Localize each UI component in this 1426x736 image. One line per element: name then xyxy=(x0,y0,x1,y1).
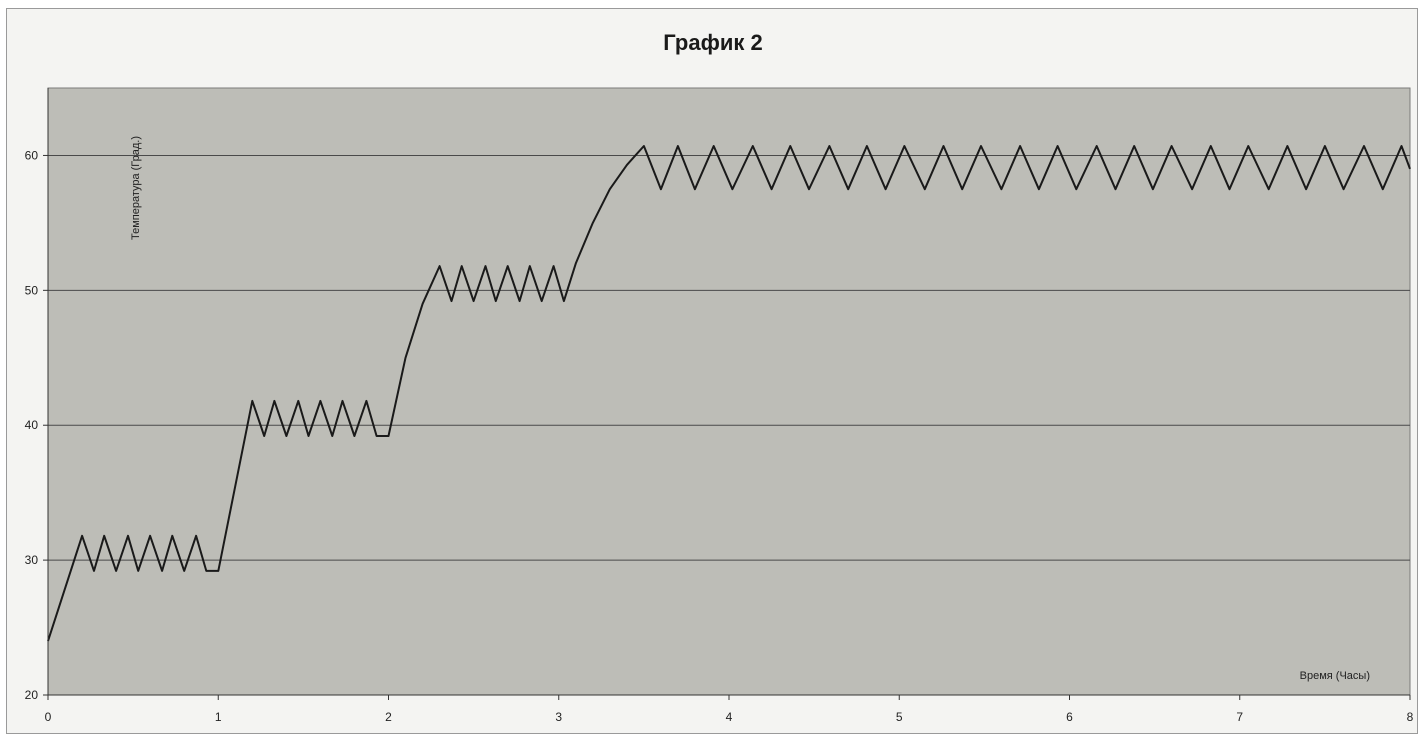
x-tick-label-1: 1 xyxy=(215,710,222,724)
y-tick-label-20: 20 xyxy=(25,688,39,702)
x-tick-label-4: 4 xyxy=(726,710,733,724)
chart-title: График 2 xyxy=(663,30,763,55)
y-axis-label: Температура (Град.) xyxy=(130,136,142,240)
y-tick-label-40: 40 xyxy=(25,418,39,432)
x-axis-label: Время (Часы) xyxy=(1300,670,1370,682)
series-line-0 xyxy=(47,145,1411,642)
x-tick-label-8: 8 xyxy=(1407,710,1414,724)
x-tick-label-7: 7 xyxy=(1236,710,1243,724)
x-tick-label-2: 2 xyxy=(385,710,392,724)
y-tick-label-50: 50 xyxy=(25,283,39,297)
x-tick-label-0: 0 xyxy=(45,710,52,724)
axes: 20 30 40 50 60 0 1 2 3 4 5 6 7 8 xyxy=(25,88,1414,724)
plot-area xyxy=(47,87,1411,696)
series-layer xyxy=(47,145,1411,642)
x-tick-label-6: 6 xyxy=(1066,710,1073,724)
x-tick-label-5: 5 xyxy=(896,710,903,724)
y-tick-label-30: 30 xyxy=(25,553,39,567)
y-tick-label-60: 60 xyxy=(25,148,39,162)
x-tick-label-3: 3 xyxy=(555,710,562,724)
gridlines xyxy=(48,154,1410,561)
